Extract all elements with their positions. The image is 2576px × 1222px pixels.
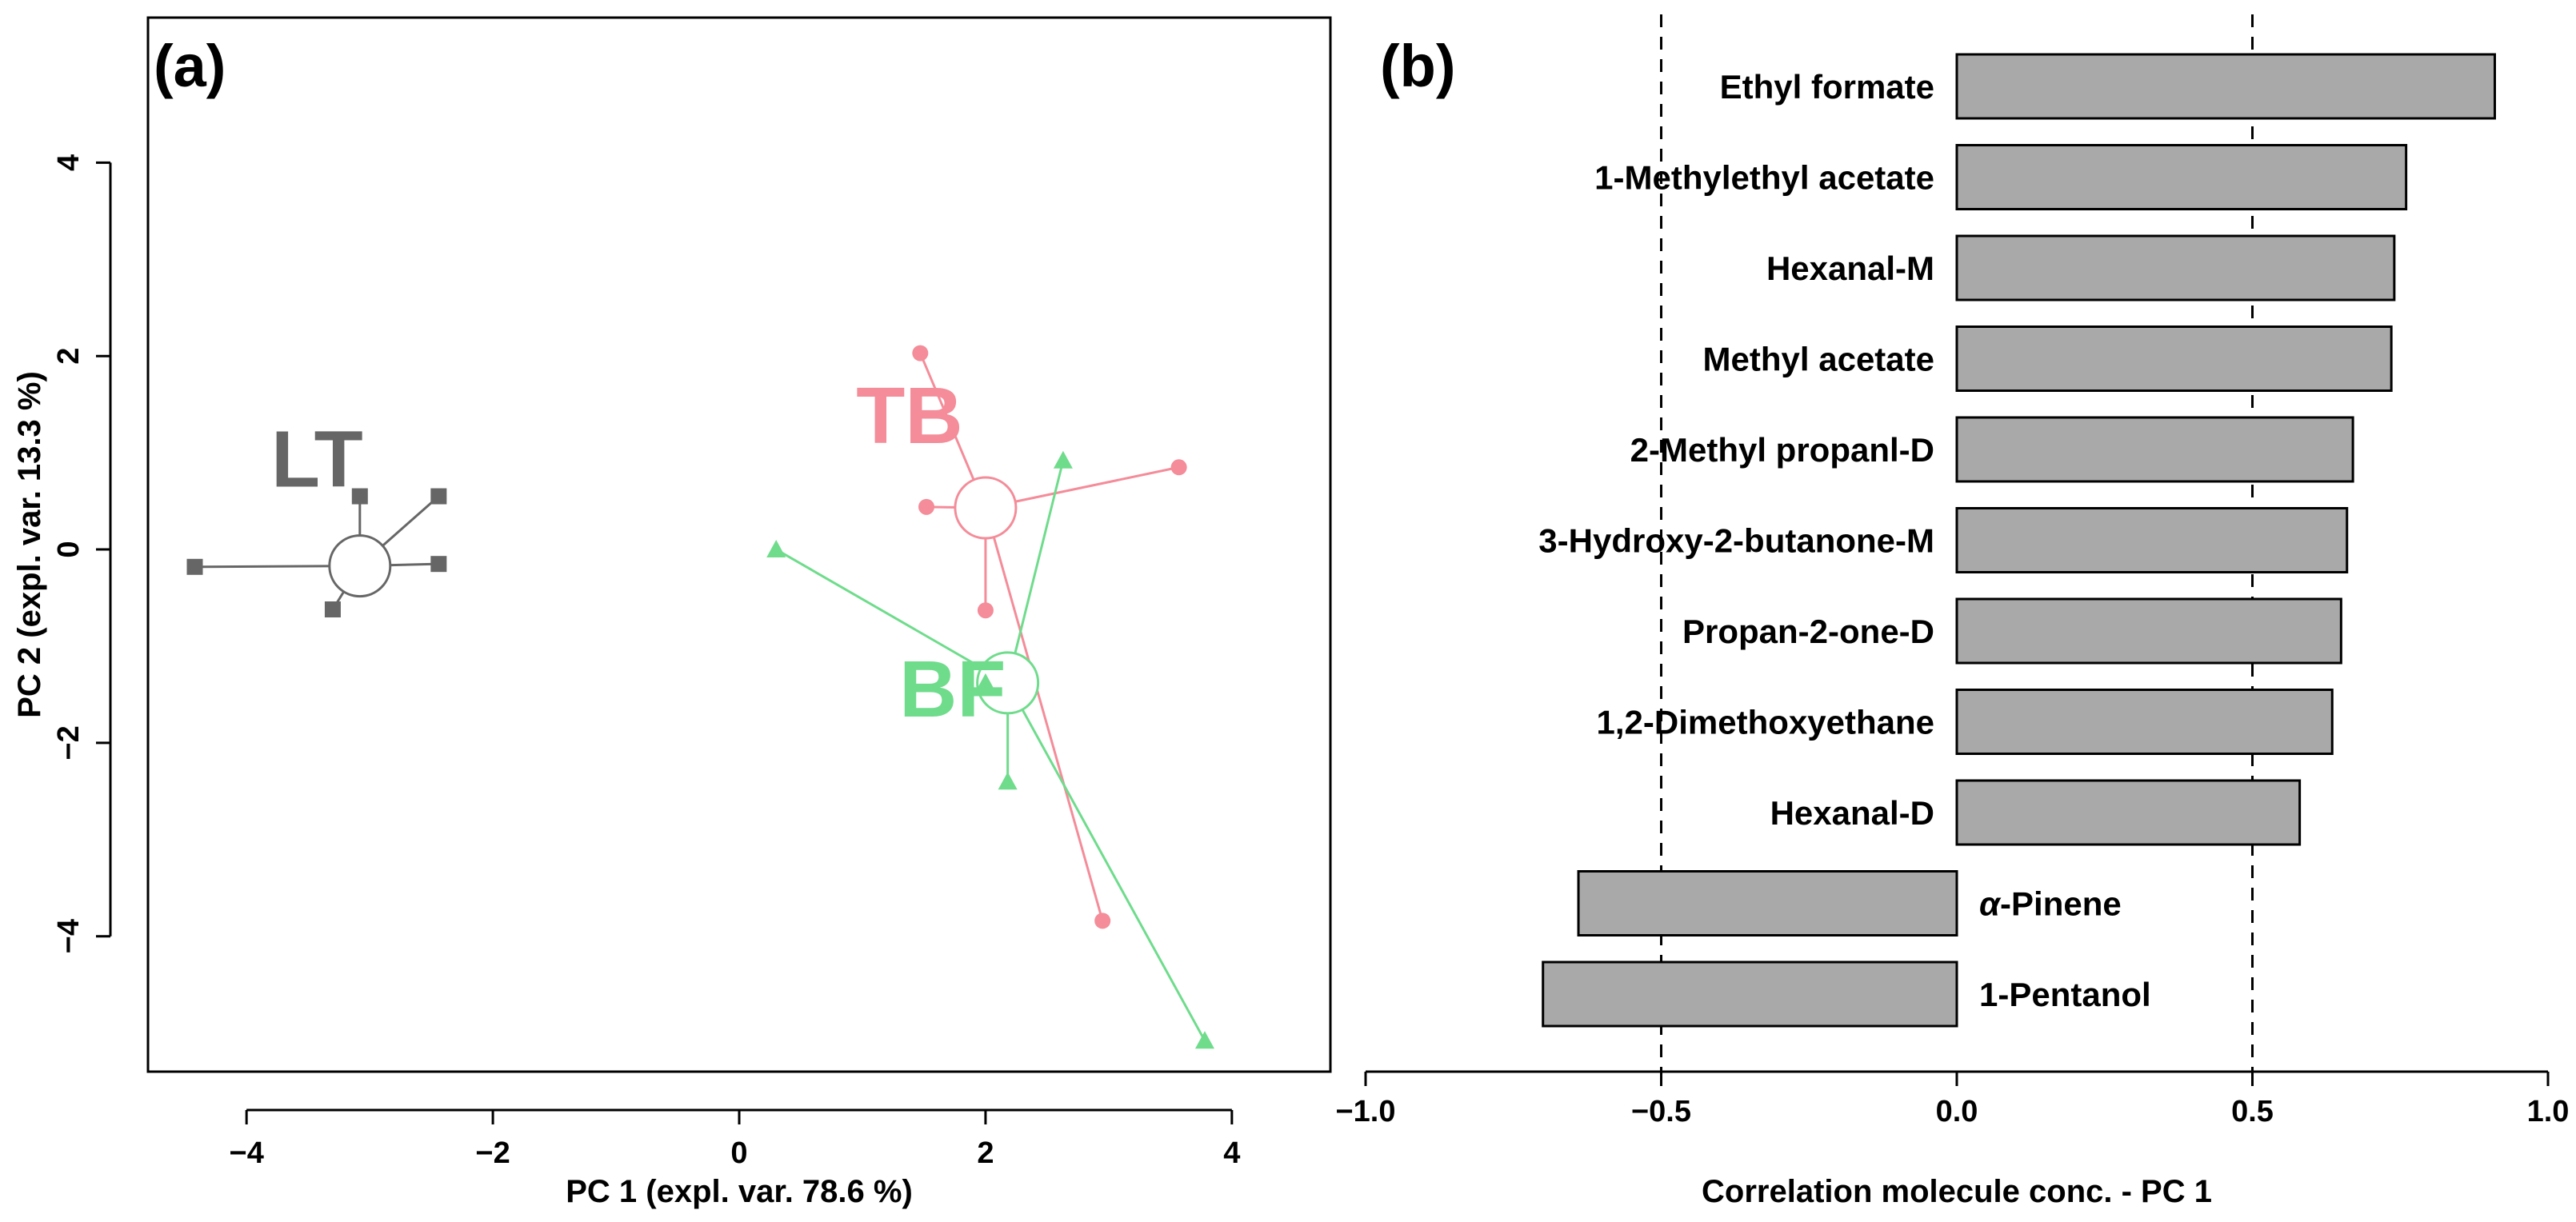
bar-label: Ethyl formate xyxy=(1720,68,1934,106)
bar xyxy=(1955,507,2349,573)
x-tick-label: −0.5 xyxy=(1631,1095,1691,1128)
x-tick-label: −2 xyxy=(475,1136,510,1170)
bar xyxy=(1542,960,1958,1028)
group-label-bf: BF xyxy=(899,645,1006,734)
pca-axes: −4 −2 0 2 4 −4 −2 0 2 4 xyxy=(52,154,1240,1170)
point-tb xyxy=(912,345,929,361)
x-tick-label: 0 xyxy=(730,1136,747,1170)
correlation-x-axis: −1.0 −0.5 0.0 0.5 1.0 xyxy=(1335,1070,2570,1128)
point-bf xyxy=(1053,450,1073,469)
point-tb xyxy=(918,498,935,515)
y-tick-label: −4 xyxy=(52,919,86,953)
y-tick-label: 2 xyxy=(52,348,86,365)
x-tick-label: 0.0 xyxy=(1936,1095,1978,1128)
bar-label: Hexanal-M xyxy=(1766,250,1934,287)
point-bf xyxy=(975,673,995,691)
x-tick-label: 2 xyxy=(977,1136,994,1170)
point-tb xyxy=(1170,459,1187,476)
point-lt xyxy=(186,558,203,575)
point-tb xyxy=(977,602,994,619)
x-tick-label: 1.0 xyxy=(2527,1095,2570,1128)
plot-frame xyxy=(146,16,1332,1073)
spoke-bf xyxy=(1006,682,1206,1042)
x-tick-label: −1.0 xyxy=(1335,1095,1395,1128)
point-bf xyxy=(766,540,786,558)
group-tb: TB xyxy=(856,345,1187,929)
bar-label: 1-Pentanol xyxy=(1979,976,2151,1013)
x-tick-label: −4 xyxy=(230,1136,264,1170)
y-tick-label: 4 xyxy=(52,154,86,171)
x-axis-title: PC 1 (expl. var. 78.6 %) xyxy=(566,1174,913,1209)
point-lt xyxy=(324,601,341,618)
y-tick-label: 0 xyxy=(52,541,86,557)
group-label-lt: LT xyxy=(271,414,363,504)
pca-groups: LT TB BF xyxy=(186,345,1214,1049)
centroid-bf xyxy=(976,651,1040,715)
bar xyxy=(1955,416,2354,483)
point-lt xyxy=(430,488,447,505)
point-lt xyxy=(351,488,368,505)
panel-a-label: (a) xyxy=(154,33,226,99)
spoke-bf xyxy=(1006,460,1065,684)
point-lt xyxy=(430,556,447,573)
bars: Ethyl formate 1-Methylethyl acetate Hexana… xyxy=(1538,53,2496,1028)
group-lt: LT xyxy=(186,414,447,618)
bar xyxy=(1955,144,2408,210)
bar-label: Methyl acetate xyxy=(1703,341,1934,378)
bar-label: 3-Hydroxy-2-butanone-M xyxy=(1538,522,1934,560)
greek-prefix: α xyxy=(1979,885,2002,923)
centroid-tb xyxy=(954,476,1018,540)
group-label-tb: TB xyxy=(856,371,962,461)
pca-scatter-plot: (a) −4 −2 0 2 4 −4 −2 0 2 4 LT TB BF PC 1 (expl. va… xyxy=(12,16,1332,1209)
group-bf: BF xyxy=(766,450,1214,1049)
bar xyxy=(1955,234,2396,302)
y-tick-label: −2 xyxy=(52,725,86,760)
x-axis-title: Correlation molecule conc. - PC 1 xyxy=(1702,1174,2212,1209)
bar-label: 1,2-Dimethoxyethane xyxy=(1597,704,1934,741)
point-bf xyxy=(998,772,1018,790)
bar xyxy=(1955,53,2496,120)
point-tb xyxy=(1094,913,1111,929)
bar xyxy=(1955,779,2302,846)
centroid-lt xyxy=(328,534,392,598)
panel-b-label: (b) xyxy=(1380,33,1456,99)
bar-label: Hexanal-D xyxy=(1770,794,1934,832)
bar xyxy=(1955,597,2342,665)
spoke-tb xyxy=(984,507,1104,921)
correlation-bar-chart: (b) Ethyl formate 1-Methylethyl acetate He… xyxy=(1335,14,2569,1209)
bar xyxy=(1955,689,2334,755)
x-tick-label: 4 xyxy=(1223,1136,1240,1170)
y-axis-title: PC 2 (expl. var. 13.3 %) xyxy=(12,371,47,718)
spoke-tb xyxy=(985,465,1179,509)
point-bf xyxy=(1194,1031,1214,1049)
bar-label: 2-Methyl propanl-D xyxy=(1630,431,1934,469)
bar-label: 1-Methylethyl acetate xyxy=(1594,159,1934,197)
bar xyxy=(1955,325,2393,392)
bar-label: α-Pinene xyxy=(1979,885,2122,923)
bar-label: Propan-2-one-D xyxy=(1682,613,1934,650)
x-tick-label: 0.5 xyxy=(2231,1095,2274,1128)
bar xyxy=(1577,870,1958,936)
spoke-bf xyxy=(775,548,1009,685)
